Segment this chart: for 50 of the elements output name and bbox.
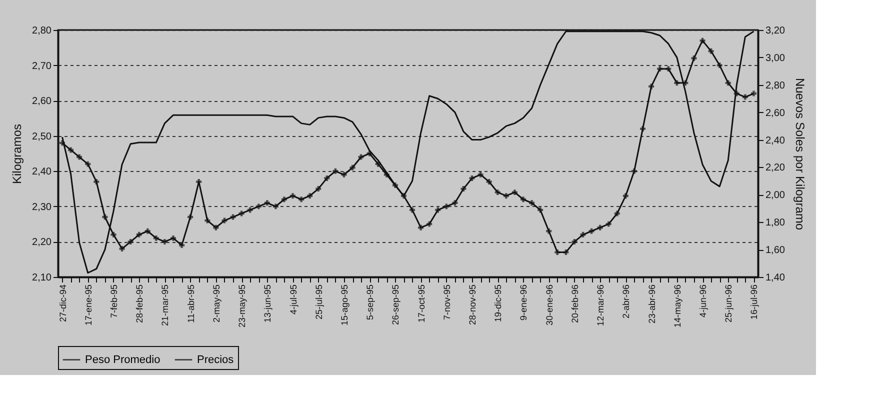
y-tick-label: 2,20 bbox=[32, 237, 52, 248]
x-tick-label: 4-jul-95 bbox=[288, 284, 298, 315]
y-tick-label: 2,10 bbox=[32, 272, 52, 284]
x-tick-label: 28-feb-95 bbox=[134, 284, 145, 324]
x-tick-label: 25-jun-96 bbox=[724, 284, 734, 323]
x-tick-label: 23-may-95 bbox=[237, 284, 248, 328]
x-tick-label: 27-dic-94 bbox=[58, 284, 68, 322]
y2-tick-label: 3,20 bbox=[766, 26, 786, 36]
y-tick-label: 2,60 bbox=[32, 96, 52, 108]
y-tick-label: 2,70 bbox=[32, 60, 52, 72]
x-tick-label: 7-feb-95 bbox=[108, 284, 119, 318]
x-tick-label: 16-jul-96 bbox=[749, 284, 760, 320]
y-tick-label: 2,40 bbox=[32, 166, 52, 178]
x-tick-label: 5-sep-95 bbox=[365, 284, 376, 320]
x-tick-label: 9-ene-96 bbox=[518, 284, 529, 321]
y2-axis-title: Nuevos Soles por Kilogramo bbox=[792, 78, 807, 230]
y2-tick-label: 2,40 bbox=[766, 135, 786, 146]
x-tick-label: 20-feb-96 bbox=[570, 284, 580, 324]
y2-tick-label: 2,20 bbox=[766, 162, 786, 174]
x-tick-label: 2-abr-96 bbox=[621, 284, 632, 319]
y2-tick-label: 2,00 bbox=[766, 190, 786, 202]
x-tick-label: 15-ago-95 bbox=[339, 284, 350, 326]
legend-label: Precios bbox=[197, 354, 234, 366]
legend-label: Peso Promedio bbox=[85, 354, 160, 366]
x-tick-label: 28-nov-95 bbox=[468, 284, 478, 326]
x-tick-label: 19-dic-95 bbox=[493, 284, 504, 322]
x-tick-label: 14-may-96 bbox=[672, 284, 682, 328]
y2-tick-label: 2,60 bbox=[766, 108, 786, 119]
y-tick-label: 2,30 bbox=[32, 202, 52, 213]
x-tick-label: 23-abr-96 bbox=[646, 284, 657, 324]
y2-tick-label: 3,00 bbox=[766, 52, 786, 64]
y2-tick-label: 1,40 bbox=[766, 272, 786, 284]
y2-tick-label: 1,60 bbox=[766, 245, 786, 256]
x-tick-label: 4-jun-96 bbox=[698, 284, 708, 318]
y2-tick-label: 2,80 bbox=[766, 80, 786, 92]
y-tick-label: 2,80 bbox=[32, 26, 52, 36]
x-tick-label: 13-jun-95 bbox=[262, 284, 273, 323]
y-tick-label: 2,50 bbox=[32, 131, 52, 142]
x-tick-label: 17-oct-95 bbox=[416, 284, 426, 323]
x-tick-label: 30-ene-96 bbox=[544, 284, 554, 326]
y2-tick-label: 1,80 bbox=[766, 218, 786, 229]
x-tick-label: 17-ene-95 bbox=[83, 284, 94, 326]
x-tick-label: 2-may-95 bbox=[211, 284, 222, 323]
x-tick-label: 12-mar-96 bbox=[596, 284, 606, 326]
x-tick-label: 11-abr-95 bbox=[186, 284, 196, 323]
x-tick-label: 21-mar-95 bbox=[160, 284, 170, 326]
x-tick-label: 7-nov-95 bbox=[442, 284, 452, 320]
y-axis-title: Kilogramos bbox=[10, 124, 24, 184]
x-tick-label: 26-sep-95 bbox=[390, 284, 401, 326]
x-tick-label: 25-jul-95 bbox=[314, 284, 324, 320]
